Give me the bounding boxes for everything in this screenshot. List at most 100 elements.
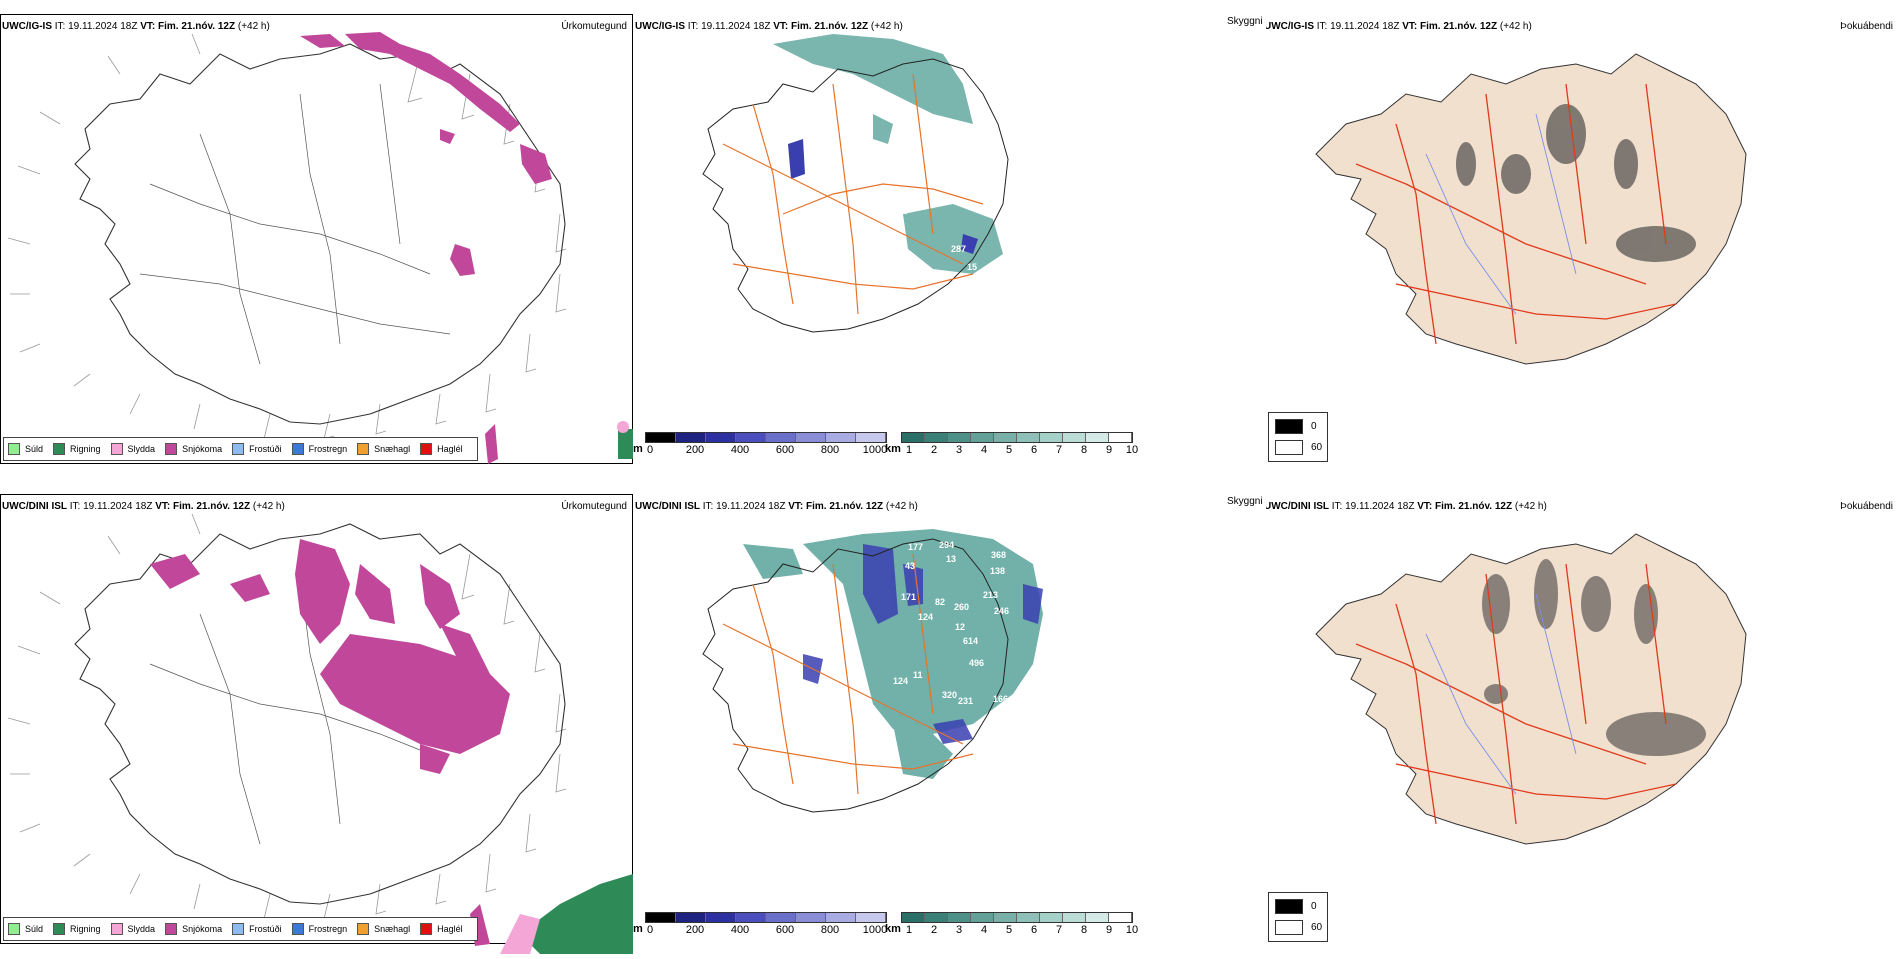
vis-label: 213 — [983, 590, 998, 600]
scale-tick: 0 — [646, 444, 654, 456]
fog-legend-label: 60 — [1311, 922, 1323, 933]
fog-legend-label: 0 — [1311, 901, 1317, 912]
scale-tick: 1 — [905, 924, 913, 936]
visibility-labels: 56 54 19 19 287 97 15 — [765, 168, 977, 288]
vis-label: 13 — [946, 554, 956, 564]
vis-label: 160 — [1017, 696, 1032, 706]
legend-item-snaehagl: Snæhagl — [357, 923, 410, 935]
fog-legend: 0 60 — [1268, 892, 1328, 942]
panel-fog-dini: UWC/DINI ISL IT: 19.11.2024 18Z VT: Fim.… — [1266, 494, 1899, 959]
scale-tick: 0 — [646, 924, 654, 936]
legend-item-snaehagl: Snæhagl — [357, 443, 410, 455]
panel-title-skyggni: Skyggni — [1227, 496, 1263, 507]
vis-label: 23 — [1043, 578, 1053, 588]
scale-tick: 600 — [775, 444, 795, 456]
legend-item-haglel: Haglél — [420, 443, 463, 455]
panel-title-skyggni: Skyggni — [1227, 16, 1263, 27]
vis-label: 124 — [893, 676, 908, 686]
scale-unit-km: km — [885, 443, 901, 455]
legend-item-snjokoma: Snjókoma — [165, 443, 222, 455]
vis-label: 496 — [969, 658, 984, 668]
panel-visibility-dini: 177 294 368 761 43 13 138 294 23 213 171… — [633, 494, 1266, 959]
panel-header: UWC/DINI ISL IT: 19.11.2024 18Z VT: Fim.… — [1266, 501, 1547, 512]
panel-precip-igis: UWC/IG-IS IT: 19.11.2024 18Z VT: Fim. 21… — [0, 14, 633, 479]
vis-label: 166 — [993, 694, 1008, 704]
precip-map-igis — [7, 32, 633, 464]
panel-header: UWC/IG-IS IT: 19.11.2024 18Z VT: Fim. 21… — [1266, 21, 1532, 32]
scale-unit-m: m — [633, 923, 643, 935]
legend-item-rigning: Rigning — [53, 923, 101, 935]
scale-tick: 10 — [1125, 924, 1139, 936]
vis-label: 183 — [1054, 604, 1069, 614]
vis-label: 260 — [954, 602, 969, 612]
visibility-map-igis: 56 54 19 19 287 97 15 — [702, 34, 1009, 333]
vis-label: 287 — [951, 244, 966, 254]
vis-label: 56 — [898, 206, 908, 216]
scale-tick: 2 — [930, 444, 938, 456]
panel-header: UWC/IG-IS IT: 19.11.2024 18Z VT: Fim. 21… — [2, 21, 270, 32]
scale-tick: 9 — [1105, 924, 1113, 936]
scale-tick: 7 — [1055, 444, 1063, 456]
scale-tick: 400 — [730, 924, 750, 936]
scale-tick: 1000 — [862, 924, 888, 936]
scale-tick: 7 — [1055, 924, 1063, 936]
legend-item-rigning: Rigning — [53, 443, 101, 455]
panel-fog-igis: UWC/IG-IS IT: 19.11.2024 18Z VT: Fim. 21… — [1266, 14, 1899, 479]
vis-label: 43 — [905, 561, 915, 571]
vis-label: 15 — [1053, 586, 1063, 596]
vis-label: 177 — [908, 542, 923, 552]
scale-tick: 8 — [1080, 444, 1088, 456]
scale-tick: 6 — [1030, 924, 1038, 936]
precip-type-legend: Súld Rigning Slydda Snjókoma Frostúði Fr… — [3, 437, 478, 461]
map-frame — [0, 14, 633, 464]
scale-tick: 3 — [955, 924, 963, 936]
vis-label: 19 — [765, 240, 775, 250]
vis-label: 15 — [967, 262, 977, 272]
scale-tick: 4 — [980, 444, 988, 456]
panel-header: UWC/DINI ISL IT: 19.11.2024 18Z VT: Fim.… — [2, 501, 285, 512]
vis-label: 97 — [915, 278, 925, 288]
panel-title: Úrkomutegund — [561, 501, 627, 512]
vis-label: 82 — [935, 597, 945, 607]
scale-tick: 4 — [980, 924, 988, 936]
scale-tick: 9 — [1105, 444, 1113, 456]
vis-label: 294 — [939, 540, 954, 550]
vis-label: 294 — [1038, 564, 1053, 574]
fog-legend-label: 60 — [1311, 442, 1323, 453]
scale-unit-km: km — [885, 923, 901, 935]
vis-label: 231 — [958, 696, 973, 706]
vis-label: 761 — [1035, 548, 1050, 558]
scale-tick: 600 — [775, 924, 795, 936]
legend-item-snjokoma: Snjókoma — [165, 923, 222, 935]
legend-item-slydda: Slydda — [110, 923, 155, 935]
vis-label: 12 — [955, 622, 965, 632]
precip-map-dini — [7, 513, 633, 954]
scale-tick: 2 — [930, 924, 938, 936]
scale-tick: 8 — [1080, 924, 1088, 936]
panel-title: Þokuábendi — [1840, 501, 1893, 512]
scale-tick: 800 — [820, 444, 840, 456]
vis-label: 19 — [818, 246, 828, 256]
vis-label: 863 — [996, 726, 1011, 736]
scale-tick: 10 — [1125, 444, 1139, 456]
visibility-scale: m 0 200 400 600 800 1000 km 1 2 3 4 5 6 … — [633, 432, 1266, 462]
scale-tick: 1000 — [862, 444, 888, 456]
vis-label: 614 — [963, 636, 978, 646]
visibility-scale-km — [901, 912, 1133, 923]
scale-tick: 5 — [1005, 924, 1013, 936]
fog-map-igis — [1315, 53, 1747, 365]
visibility-scale-m — [645, 432, 887, 443]
vis-label: 124 — [918, 612, 933, 622]
precip-type-legend: Súld Rigning Slydda Snjókoma Frostúði Fr… — [3, 917, 478, 941]
vis-label: 246 — [994, 606, 1009, 616]
scale-tick: 6 — [1030, 444, 1038, 456]
panel-precip-dini: UWC/DINI ISL IT: 19.11.2024 18Z VT: Fim.… — [0, 494, 633, 959]
visibility-scale: m 0 200 400 600 800 1000 km 1 2 3 4 5 6 … — [633, 912, 1266, 942]
legend-item-frostudi: Frostúði — [232, 443, 282, 455]
vis-label: 54 — [855, 168, 865, 178]
visibility-scale-m — [645, 912, 887, 923]
scale-tick: 5 — [1005, 444, 1013, 456]
map-frame — [0, 494, 633, 944]
scale-tick: 800 — [820, 924, 840, 936]
legend-item-slydda: Slydda — [110, 443, 155, 455]
